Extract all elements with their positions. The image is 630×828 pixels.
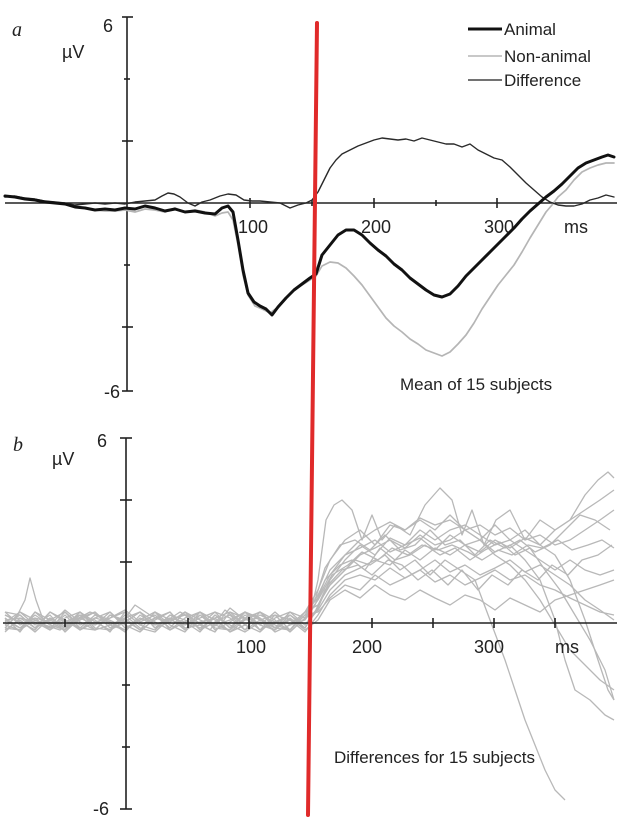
panel-a-x-axis: [5, 198, 617, 208]
panel-a-letter: a: [12, 19, 22, 41]
trace-animal: [3, 153, 616, 317]
legend-label-animal: Animal: [504, 20, 556, 39]
panel-b-ytick-bottom: -6: [93, 799, 109, 819]
panel-b-xtick-300: 300: [474, 637, 504, 657]
panel-a-xtick-100: 100: [238, 217, 268, 237]
panel-a-legend: Animal Non-animal Difference: [468, 20, 591, 90]
panel-a-ytick-bottom: -6: [104, 382, 120, 402]
panel-b-x-unit: ms: [555, 637, 579, 657]
panel-a-caption: Mean of 15 subjects: [400, 375, 552, 394]
legend-label-non-animal: Non-animal: [504, 47, 591, 66]
panel-a: a µV 6 -6 100 200 300 ms: [3, 16, 617, 402]
panel-a-y-unit: µV: [62, 42, 84, 62]
red-marker-line: [306, 21, 319, 817]
panel-b-y-unit: µV: [52, 449, 74, 469]
panel-a-xtick-300: 300: [484, 217, 514, 237]
panel-b-ytick-top: 6: [97, 431, 107, 451]
panel-a-ytick-top: 6: [103, 16, 113, 36]
panel-b: b µV 6 -6: [3, 431, 617, 819]
panel-b-xtick-100: 100: [236, 637, 266, 657]
trace-non-animal: [4, 162, 615, 357]
panel-b-caption: Differences for 15 subjects: [334, 748, 535, 767]
panel-a-xtick-200: 200: [361, 217, 391, 237]
panel-b-xtick-200: 200: [352, 637, 382, 657]
trace-difference: [4, 137, 615, 209]
panel-a-x-unit: ms: [564, 217, 588, 237]
legend-label-difference: Difference: [504, 71, 581, 90]
panel-b-subject-traces: [4, 471, 615, 801]
panel-b-letter: b: [13, 434, 23, 456]
